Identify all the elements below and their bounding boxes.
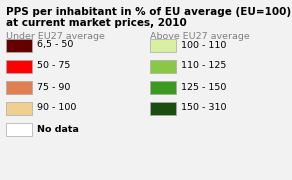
Text: 125 - 150: 125 - 150 xyxy=(181,82,226,91)
Text: No data: No data xyxy=(37,125,79,134)
Text: 110 - 125: 110 - 125 xyxy=(181,62,226,71)
Text: 100 - 110: 100 - 110 xyxy=(181,40,226,50)
Text: 6,5 - 50: 6,5 - 50 xyxy=(37,40,73,50)
FancyBboxPatch shape xyxy=(150,102,176,114)
Text: PPS per inhabitant in % of EU average (EU=100): PPS per inhabitant in % of EU average (E… xyxy=(6,7,291,17)
Text: Above EU27 average: Above EU27 average xyxy=(150,32,250,41)
FancyBboxPatch shape xyxy=(150,80,176,93)
Text: at current market prices, 2010: at current market prices, 2010 xyxy=(6,18,187,28)
Text: Under EU27 average: Under EU27 average xyxy=(6,32,105,41)
Text: 50 - 75: 50 - 75 xyxy=(37,62,70,71)
Text: 90 - 100: 90 - 100 xyxy=(37,103,77,112)
FancyBboxPatch shape xyxy=(6,80,32,93)
FancyBboxPatch shape xyxy=(6,39,32,51)
Text: 150 - 310: 150 - 310 xyxy=(181,103,227,112)
FancyBboxPatch shape xyxy=(150,60,176,73)
FancyBboxPatch shape xyxy=(150,39,176,51)
FancyBboxPatch shape xyxy=(6,102,32,114)
FancyBboxPatch shape xyxy=(6,60,32,73)
Text: 75 - 90: 75 - 90 xyxy=(37,82,70,91)
FancyBboxPatch shape xyxy=(6,123,32,136)
